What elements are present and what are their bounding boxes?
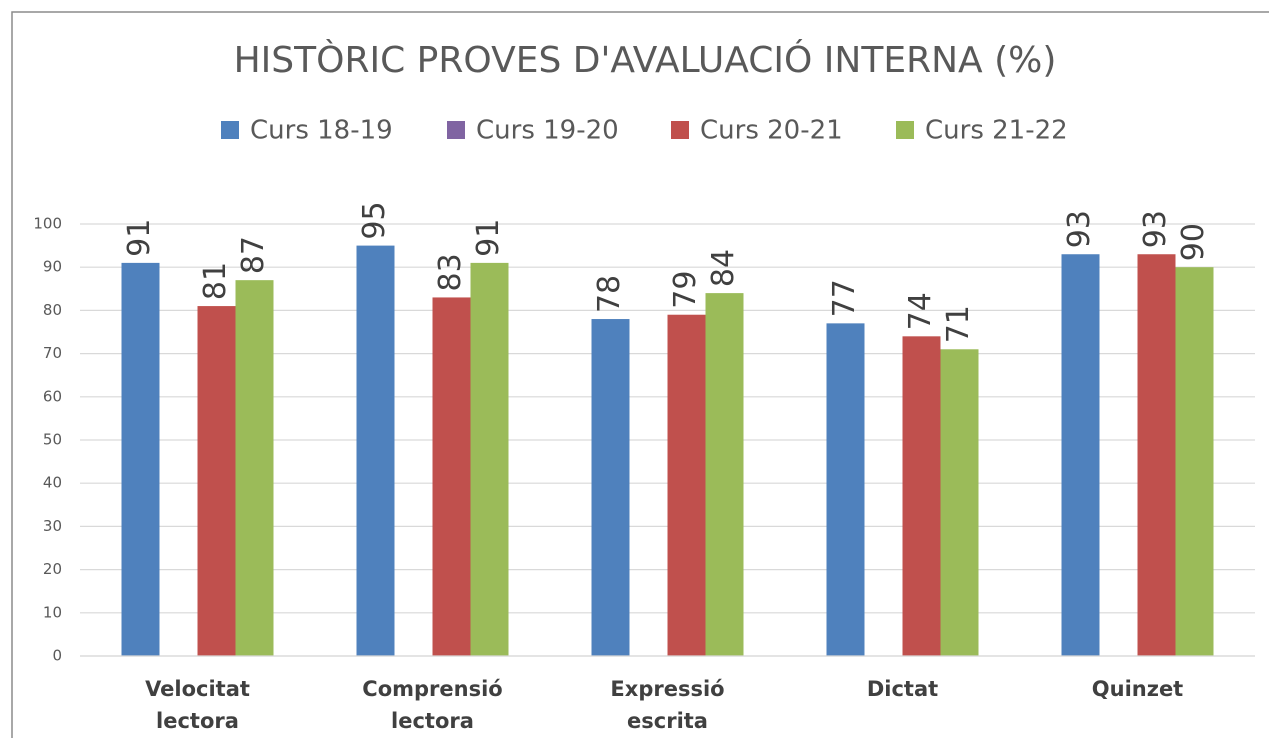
- y-tick-label: 80: [43, 301, 62, 319]
- data-label: 79: [668, 271, 703, 309]
- legend-swatch: [671, 121, 689, 139]
- bar: [667, 314, 706, 656]
- data-label: 93: [1138, 210, 1173, 248]
- y-tick-label: 50: [43, 431, 62, 449]
- y-tick-label: 0: [52, 647, 62, 665]
- data-label: 77: [827, 279, 862, 317]
- bar: [1175, 267, 1214, 656]
- x-tick-label: Quinzet: [1092, 677, 1183, 701]
- bar: [121, 262, 160, 656]
- data-label: 93: [1062, 210, 1097, 248]
- bar: [1061, 254, 1100, 657]
- data-label: 74: [903, 292, 938, 330]
- legend-label: Curs 20-21: [700, 116, 843, 146]
- y-tick-label: 20: [43, 560, 62, 578]
- data-label: 81: [198, 262, 233, 300]
- chart-title: HISTÒRIC PROVES D'AVALUACIÓ INTERNA (%): [234, 39, 1057, 81]
- bar: [902, 336, 941, 656]
- bar: [470, 262, 509, 656]
- data-label: 84: [706, 249, 741, 287]
- data-label: 91: [471, 219, 506, 257]
- bar: [705, 293, 744, 656]
- legend-swatch: [896, 121, 914, 139]
- bar: [826, 323, 865, 656]
- x-tick-label: Comprensió lectora: [362, 677, 502, 733]
- data-label: 90: [1176, 223, 1211, 261]
- legend-label: Curs 19-20: [476, 116, 619, 146]
- y-tick-label: 90: [43, 258, 62, 276]
- bar: [940, 349, 979, 656]
- y-tick-label: 40: [43, 474, 62, 492]
- x-tick-label: Dictat: [867, 677, 938, 701]
- data-label: 78: [592, 275, 627, 313]
- y-tick-label: 60: [43, 387, 62, 405]
- legend-label: Curs 21-22: [925, 116, 1068, 146]
- legend-swatch: [447, 121, 465, 139]
- legend-label: Curs 18-19: [250, 116, 393, 146]
- data-label: 83: [433, 253, 468, 291]
- y-tick-label: 70: [43, 344, 62, 362]
- legend-swatch: [221, 121, 239, 139]
- bar: [1137, 254, 1176, 657]
- data-label: 95: [357, 201, 392, 239]
- x-tick-label: Expressió escrita: [610, 677, 724, 733]
- x-tick-label: Velocitat lectora: [145, 677, 250, 733]
- data-label: 87: [236, 236, 271, 274]
- data-label: 91: [122, 219, 157, 257]
- bar: [591, 319, 630, 656]
- bar: [197, 306, 236, 656]
- chart-border: [11, 11, 1269, 738]
- bar: [432, 297, 471, 656]
- y-tick-label: 30: [43, 517, 62, 535]
- bar: [235, 280, 274, 656]
- bar: [356, 245, 395, 656]
- data-label: 71: [941, 305, 976, 343]
- y-tick-label: 10: [43, 603, 62, 621]
- y-tick-label: 100: [33, 215, 62, 233]
